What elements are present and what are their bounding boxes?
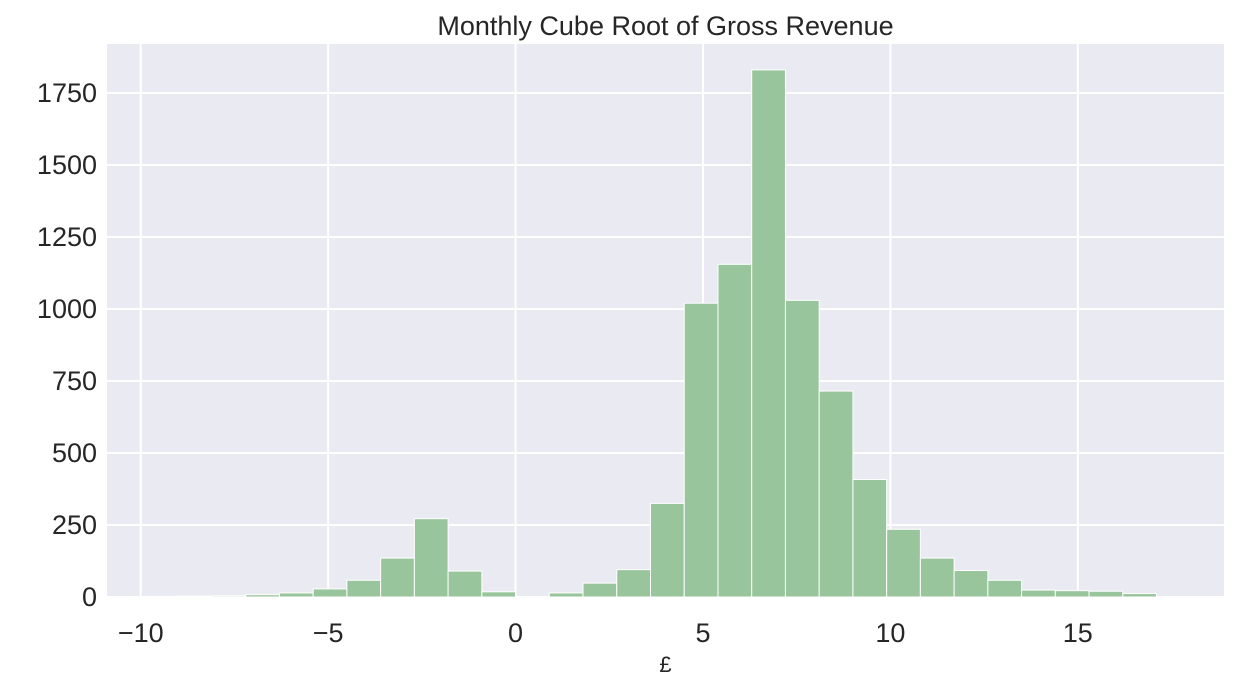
x-tick-label: 5 xyxy=(695,618,710,648)
histogram-bar xyxy=(683,302,719,598)
x-tick-label: −10 xyxy=(118,618,164,648)
histogram-bar xyxy=(650,502,685,598)
histogram-bar xyxy=(953,570,989,598)
x-axis-ticks: −10 −5 0 5 10 15 xyxy=(118,618,1093,648)
histogram-bar xyxy=(177,595,213,598)
histogram-bar xyxy=(717,263,753,598)
x-tick-label: 10 xyxy=(875,618,905,648)
y-axis-ticks: 0 250 500 750 1000 1250 1500 1750 xyxy=(37,78,97,612)
histogram-bar xyxy=(413,518,449,598)
y-tick-label: 1250 xyxy=(37,222,97,252)
histogram-bar xyxy=(784,299,820,598)
y-tick-label: 500 xyxy=(52,438,97,468)
histogram-bar xyxy=(1088,590,1124,598)
histogram-bar xyxy=(1021,589,1056,598)
histogram-bar xyxy=(312,588,348,598)
histogram-bar xyxy=(245,594,280,598)
histogram-bar xyxy=(278,592,314,598)
histogram-bar xyxy=(852,478,888,598)
y-tick-label: 1750 xyxy=(37,78,97,108)
x-axis-label: £ xyxy=(659,652,671,677)
histogram-bar xyxy=(1122,593,1158,598)
histogram-bar xyxy=(616,569,652,598)
histogram-bar xyxy=(380,557,415,598)
x-tick-label: −5 xyxy=(313,618,344,648)
histogram-bar xyxy=(818,390,854,598)
y-tick-label: 750 xyxy=(52,366,97,396)
histogram-bar xyxy=(447,570,483,598)
histogram-bar xyxy=(548,592,584,598)
y-tick-label: 1000 xyxy=(37,294,97,324)
histogram-bar xyxy=(481,591,517,598)
histogram-bar xyxy=(987,579,1023,598)
chart-title: Monthly Cube Root of Gross Revenue xyxy=(437,11,893,41)
y-tick-label: 1500 xyxy=(37,150,97,180)
histogram-bar xyxy=(143,595,179,598)
histogram-bar xyxy=(582,582,618,598)
histogram-bar xyxy=(751,69,786,598)
x-tick-label: 15 xyxy=(1063,618,1093,648)
histogram-bar xyxy=(886,528,921,598)
histogram-bar xyxy=(1054,590,1090,598)
y-tick-label: 0 xyxy=(82,582,97,612)
histogram-bar xyxy=(346,579,382,598)
histogram-bar xyxy=(919,557,955,598)
x-tick-label: 0 xyxy=(508,618,523,648)
y-tick-label: 250 xyxy=(52,510,97,540)
histogram-bar xyxy=(211,595,247,598)
histogram-bars xyxy=(143,69,1158,598)
